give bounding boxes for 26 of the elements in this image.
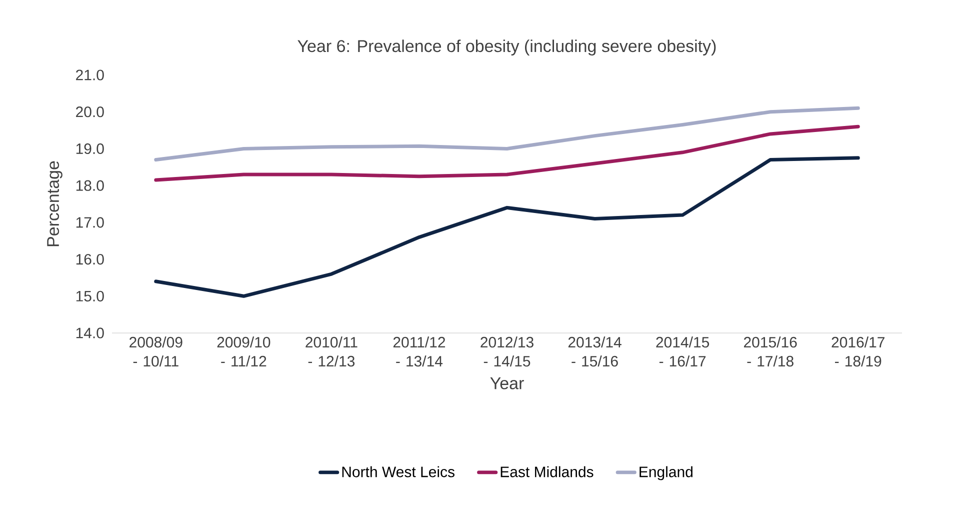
y-tick-label: 16.0: [76, 254, 104, 265]
x-tick-label: 2013/14 - 15/16: [568, 336, 622, 367]
x-axis-title: Year: [490, 377, 524, 390]
legend-label: East Midlands: [500, 466, 594, 478]
y-tick-label: 14.0: [76, 328, 104, 338]
y-tick-label: 17.0: [76, 217, 104, 228]
line-series: [154, 106, 860, 162]
y-tick-label: 20.0: [76, 106, 104, 118]
y-tick-label: 18.0: [76, 180, 104, 191]
y-tick-label: 19.0: [76, 143, 104, 154]
y-tick-label: 21.0: [76, 70, 104, 80]
x-tick-label: 2012/13 - 14/15: [480, 336, 534, 367]
line-series: [154, 156, 860, 298]
legend-label: North West Leics: [342, 466, 454, 478]
x-tick-label: 2015/16 - 17/18: [744, 336, 797, 367]
x-tick-label: 2010/11 - 12/13: [306, 336, 358, 367]
x-tick-label: 2014/15 - 16/17: [656, 336, 710, 367]
line-series: [154, 124, 860, 182]
x-tick-label: 2008/09 - 10/11: [130, 336, 182, 367]
x-tick-label: 2016/17 - 18/19: [832, 336, 884, 367]
x-tick-label: 2011/12 - 13/14: [393, 336, 446, 367]
y-tick-label: 15.0: [76, 290, 104, 302]
y-axis-title: Percentage: [47, 161, 62, 246]
legend-label: England: [640, 466, 692, 480]
chart-title: Year 6: Prevalence of obesity (including severe obesity): [298, 40, 716, 56]
x-tick-label: 2009/10 - 11/12: [217, 336, 270, 367]
